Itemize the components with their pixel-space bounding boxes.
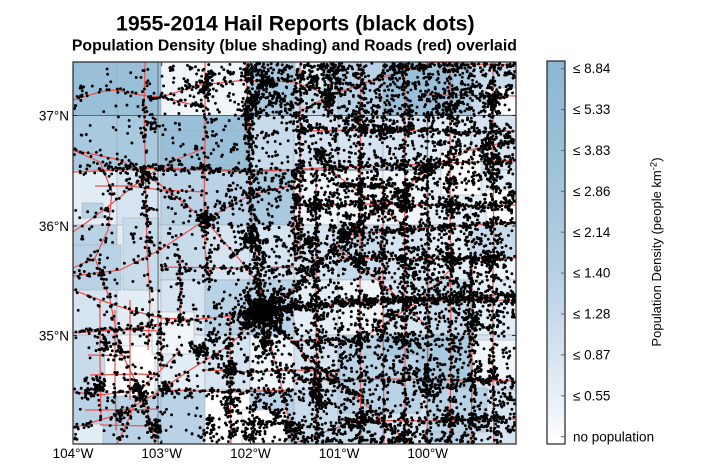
svg-text:≤ 3.83: ≤ 3.83 [573,143,610,158]
svg-text:103°W: 103°W [141,446,182,461]
svg-text:≤ 1.40: ≤ 1.40 [573,266,610,281]
svg-text:no population: no population [573,429,654,444]
svg-text:37°N: 37°N [39,108,69,123]
svg-text:Population Density (people km-: Population Density (people km-2) [649,157,665,346]
svg-text:100°W: 100°W [407,446,448,461]
svg-text:35°N: 35°N [39,328,69,343]
svg-text:36°N: 36°N [39,219,69,234]
svg-text:1955-2014 Hail Reports (black: 1955-2014 Hail Reports (black dots) [116,12,475,36]
svg-text:≤ 5.33: ≤ 5.33 [573,102,610,117]
svg-text:≤ 0.87: ≤ 0.87 [573,348,610,363]
svg-text:104°W: 104°W [53,446,94,461]
svg-text:102°W: 102°W [230,446,271,461]
svg-text:≤ 2.86: ≤ 2.86 [573,184,610,199]
svg-text:101°W: 101°W [319,446,360,461]
svg-text:Population Density (blue shadi: Population Density (blue shading) and Ro… [72,38,517,55]
svg-text:≤ 0.55: ≤ 0.55 [573,388,610,403]
svg-text:≤ 8.84: ≤ 8.84 [573,61,611,76]
svg-text:≤ 2.14: ≤ 2.14 [573,225,611,240]
svg-text:≤ 1.28: ≤ 1.28 [573,307,610,322]
